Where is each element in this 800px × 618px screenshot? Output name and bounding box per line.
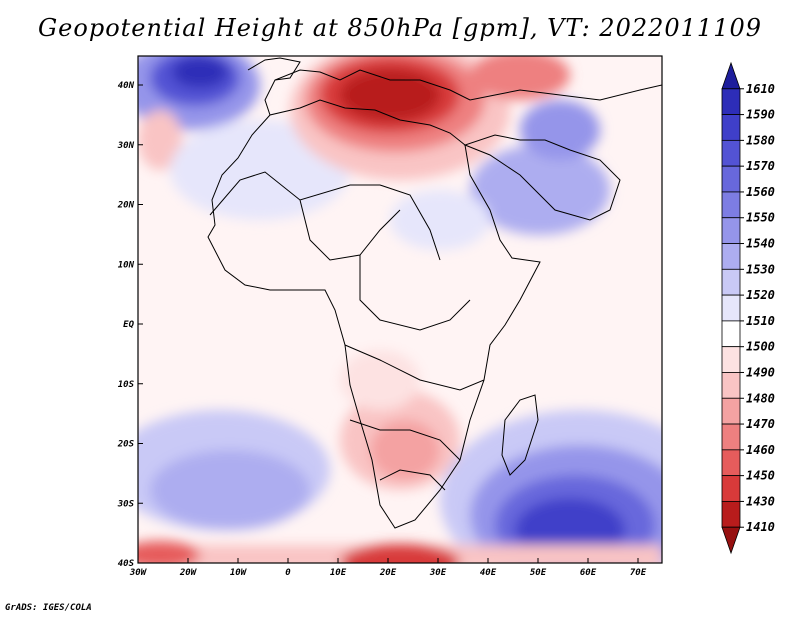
colorbar-label: 1540 — [746, 237, 775, 251]
colorbar: 1610 1590 1580 1570 1560 1550 1540 1530 1520 1510… — [721, 61, 775, 555]
colorbar-label: 1610 — [746, 82, 775, 96]
x-tick-label: 0 — [285, 568, 291, 578]
colorbar-label: 1500 — [746, 340, 775, 354]
x-tick-label: 20E — [379, 568, 397, 578]
colorbar-label: 1560 — [746, 185, 775, 199]
colorbar-swatch — [721, 397, 741, 425]
colorbar-swatch — [721, 526, 741, 555]
colorbar-swatch — [721, 346, 741, 373]
colorbar-label: 1590 — [746, 108, 775, 122]
colorbar-label: 1520 — [746, 288, 775, 302]
colorbar-swatch — [721, 191, 741, 219]
grads-credit: GrADS: IGES/COLA — [5, 603, 92, 613]
x-tick-label: 70E — [630, 568, 647, 578]
colorbar-label: 1570 — [746, 159, 775, 173]
map-title: Geopotential Height at 850hPa [gpm], VT:… — [38, 14, 762, 42]
colorbar-swatch — [721, 449, 741, 477]
colorbar-label: 1490 — [746, 365, 775, 379]
colorbar-label: 1530 — [746, 262, 775, 276]
colorbar-swatch — [721, 165, 741, 193]
colorbar-label: 1430 — [746, 494, 775, 508]
colorbar-label: 1580 — [746, 133, 775, 147]
x-tick-label: 50E — [530, 568, 547, 578]
x-tick-label: 60E — [580, 568, 597, 578]
colorbar-swatch — [721, 114, 741, 141]
colorbar-label: 1460 — [746, 443, 775, 457]
colorbar-swatch — [721, 217, 741, 244]
colorbar-swatch — [721, 139, 741, 167]
height-field — [138, 56, 662, 563]
colorbar-swatch — [721, 61, 741, 90]
colorbar-label: 1550 — [746, 211, 775, 225]
y-tick-label: 20N — [117, 201, 135, 211]
x-tick-label: 10W — [230, 568, 248, 578]
y-tick-label: 10S — [118, 380, 135, 390]
plot-frame — [137, 55, 663, 564]
x-tick-label: 30E — [429, 568, 447, 578]
colorbar-swatch — [721, 475, 741, 502]
x-tick-label: 20W — [179, 568, 198, 578]
x-tick-label: 10E — [330, 568, 347, 578]
colorbar-swatch — [721, 88, 741, 115]
colorbar-swatch — [721, 268, 741, 296]
x-axis-ticks: 30W 20W 10W 0 10E 20E 30E 40E 50E 60E 70E — [129, 558, 647, 578]
y-tick-label: 10N — [118, 260, 135, 270]
y-tick-label: 40N — [118, 81, 135, 91]
colorbar-swatch — [721, 320, 741, 348]
colorbar-label: 1410 — [746, 520, 775, 534]
colorbar-swatch — [721, 372, 741, 399]
y-axis-ticks: 40N 30N 20N 10N EQ 10S 20S 30S 40S — [117, 81, 143, 569]
colorbar-swatch — [721, 501, 741, 528]
coastlines — [207, 57, 662, 529]
y-tick-label: 40S — [118, 559, 135, 569]
colorbar-swatch — [721, 243, 741, 270]
y-tick-label: 30S — [117, 499, 135, 509]
y-tick-label: EQ — [123, 320, 134, 330]
colorbar-swatch — [721, 423, 741, 451]
colorbar-label: 1470 — [746, 417, 775, 431]
colorbar-swatch — [721, 294, 741, 322]
colorbar-label: 1480 — [746, 391, 775, 405]
y-tick-label: 30N — [117, 141, 135, 151]
colorbar-label: 1510 — [746, 314, 775, 328]
x-tick-label: 40E — [480, 568, 497, 578]
colorbar-label: 1450 — [746, 469, 775, 483]
y-tick-label: 20S — [117, 440, 135, 450]
x-tick-label: 30W — [129, 568, 148, 578]
